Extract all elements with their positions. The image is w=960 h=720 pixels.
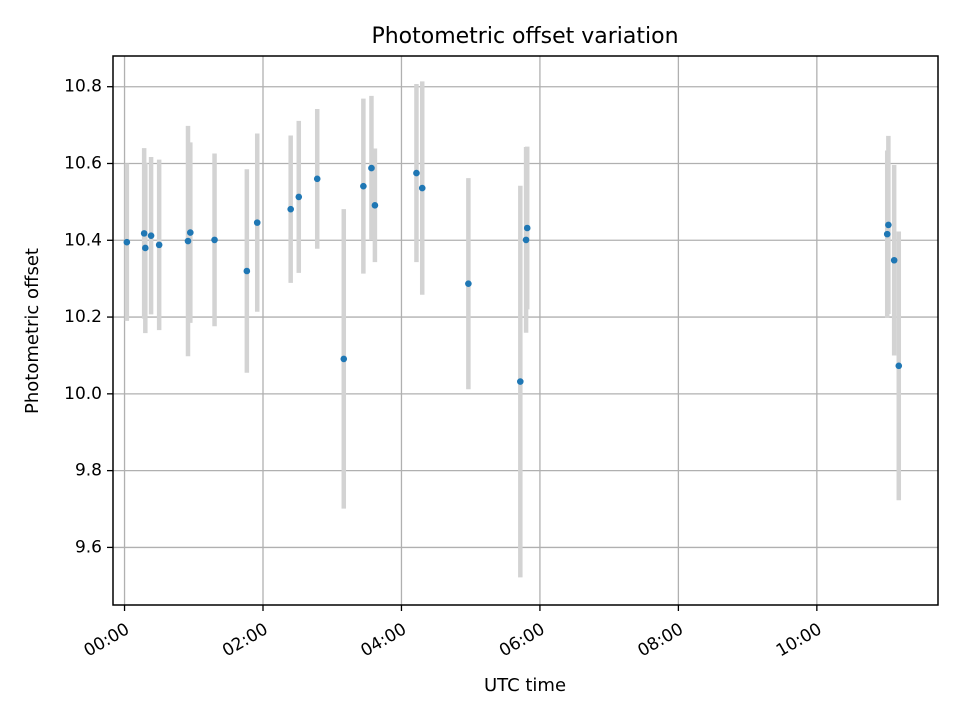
data-point bbox=[243, 267, 251, 275]
data-point bbox=[142, 244, 149, 252]
data-point bbox=[890, 256, 898, 264]
data-points bbox=[123, 164, 903, 385]
data-point bbox=[155, 241, 163, 249]
y-tick-label: 9.8 bbox=[75, 461, 102, 481]
data-point bbox=[295, 193, 303, 201]
y-tick-label: 10.6 bbox=[64, 153, 102, 173]
data-point bbox=[253, 219, 261, 226]
x-tick-label: 06:00 bbox=[496, 619, 548, 661]
x-tick-label: 00:00 bbox=[81, 619, 133, 661]
data-point bbox=[895, 362, 903, 370]
data-point bbox=[123, 238, 131, 246]
x-tick-label: 10:00 bbox=[773, 619, 825, 661]
data-point bbox=[187, 229, 194, 236]
data-point bbox=[140, 230, 148, 237]
data-point bbox=[465, 280, 472, 287]
x-tick-label: 02:00 bbox=[219, 619, 271, 661]
y-tick-label: 10.2 bbox=[64, 307, 102, 327]
chart-title: Photometric offset variation bbox=[371, 24, 678, 49]
data-point bbox=[522, 236, 530, 244]
y-axis-label: Photometric offset bbox=[22, 248, 43, 414]
data-point bbox=[523, 224, 531, 232]
data-point bbox=[287, 205, 294, 213]
data-point bbox=[418, 184, 426, 192]
data-point bbox=[517, 378, 524, 385]
data-point bbox=[313, 175, 321, 183]
data-point bbox=[368, 164, 375, 172]
y-tick-label: 10.4 bbox=[64, 230, 102, 250]
y-tick-label: 10.8 bbox=[64, 77, 102, 97]
x-tick-label: 04:00 bbox=[358, 619, 410, 661]
data-point bbox=[184, 237, 192, 245]
data-point bbox=[883, 230, 891, 238]
y-tick-label: 10.0 bbox=[64, 384, 102, 404]
x-axis-label: UTC time bbox=[484, 675, 566, 696]
data-point bbox=[211, 236, 218, 244]
axis-ticks: 00:00 02:00 04:00 06:00 08:00 10:00 9.6 9.8 10.0… bbox=[64, 77, 825, 662]
data-point bbox=[147, 232, 155, 239]
x-tick-label: 08:00 bbox=[634, 619, 686, 661]
data-point bbox=[885, 221, 892, 229]
data-point bbox=[371, 202, 379, 209]
plot-frame bbox=[112, 55, 939, 606]
y-tick-label: 9.6 bbox=[75, 537, 102, 557]
data-point bbox=[360, 182, 367, 190]
data-point bbox=[340, 355, 348, 363]
data-point bbox=[413, 169, 420, 177]
